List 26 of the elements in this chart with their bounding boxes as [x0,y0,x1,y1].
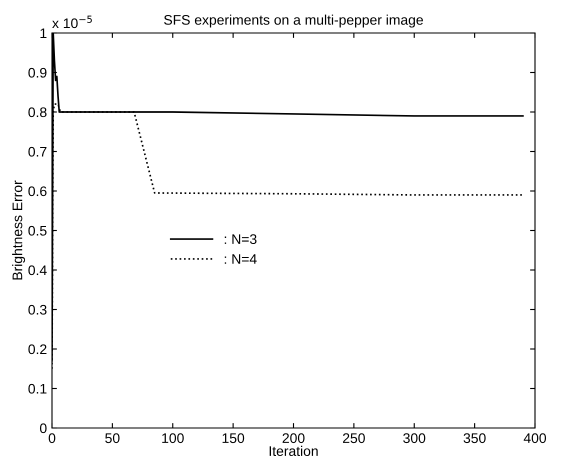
x-tick-label: 350 [464,433,486,444]
x-tick-label: 400 [524,433,546,444]
x-axis-title: Iteration [270,446,318,456]
y-tick-label: 1 [40,28,46,38]
x-tick-label: 0 [48,433,56,444]
x-tick-label: 300 [403,433,426,444]
x-tick-label: 100 [162,433,184,444]
y-tick-label: 0 [40,423,47,434]
x-tick-label: 50 [105,433,120,444]
legend-label: : N=4 [224,254,257,264]
x-tick-label: 200 [282,433,305,444]
y-tick-label: 0.2 [28,344,46,354]
y-tick-label: 0.1 [28,384,46,394]
y-tick-label: 0.9 [28,68,46,78]
y-tick-label: 0.6 [28,186,47,196]
text: x 10$^{−5}$ [52,16,92,28]
y-tick-label: 0.7 [28,146,46,157]
y-axis-title: Brightness Error [12,180,26,280]
y-tick-label: 0.5 [28,226,47,236]
y-tick-label: 0.4 [28,265,47,276]
y-tick-label: 0.8 [28,107,47,118]
legend-label: : N=3 [224,234,257,244]
x-tick-label: 250 [342,433,365,444]
y-tick-label: 0.3 [28,304,47,315]
x-tick-label: 150 [222,433,244,444]
chart-title: SFS experiments on a multi-pepper image [164,14,423,28]
